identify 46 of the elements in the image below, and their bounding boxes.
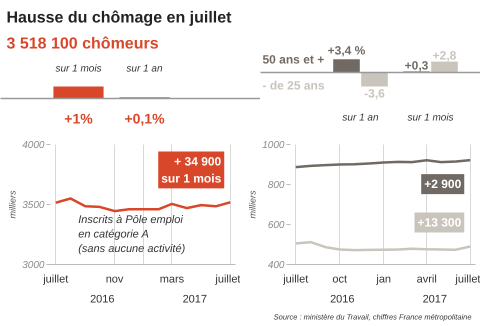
- x-tick-label: sur 1 mois: [407, 112, 454, 124]
- x-tick-label: avril: [416, 274, 437, 286]
- data-label: +0,1%: [124, 110, 166, 126]
- line-series: [294, 240, 472, 252]
- x-tick-label: mars: [160, 274, 185, 286]
- bar: [361, 72, 388, 86]
- x-tick-label: juillet: [214, 274, 241, 286]
- line-series: [294, 158, 472, 168]
- data-label: -3,6: [364, 86, 386, 100]
- text: 2017: [182, 294, 208, 306]
- y-axis-title: milliers: [247, 190, 258, 218]
- y-axis-title: milliers: [7, 190, 18, 218]
- x-tick-label: jan: [375, 274, 392, 286]
- annotation: + 34 900 sur 1 mois: [161, 154, 222, 186]
- annotation: +2 900: [424, 177, 462, 192]
- y-tick-label: 600: [268, 220, 285, 231]
- x-tick-label: nov: [106, 274, 124, 286]
- x-tick-label: oct: [332, 274, 348, 286]
- y-tick-label: 400: [268, 260, 285, 271]
- x-tick-label: sur 1 mois: [55, 64, 102, 74]
- series-label: 50 ans et +: [262, 52, 324, 66]
- annotation: Inscrits à Pôle emploi en catégorie A (sans aucune activité): [78, 214, 186, 255]
- y-tick-label: 3500: [22, 200, 45, 211]
- data-label: +1%: [64, 110, 94, 126]
- x-tick-label: sur 1 an: [342, 112, 380, 124]
- bar: [431, 62, 458, 72]
- x-tick-label: juillet: [454, 274, 480, 286]
- y-tick-label: 800: [268, 180, 285, 191]
- x-tick-label: sur 1 an: [126, 64, 164, 74]
- chart-title: Hausse du chômage en juillet: [6, 10, 232, 26]
- text: 2016: [330, 294, 355, 306]
- text: - de 25 ans: [262, 78, 325, 92]
- annotation: +13 300: [418, 216, 462, 230]
- y-tick-label: 3000: [22, 260, 45, 271]
- text: 2016: [90, 294, 115, 306]
- data-label: +3,4 %: [328, 43, 366, 58]
- x-tick-label: juillet: [42, 274, 68, 286]
- x-tick-label: juillet: [282, 274, 308, 286]
- y-tick-label: 4000: [22, 140, 45, 151]
- data-label: +0,3: [404, 58, 429, 72]
- line-series: [54, 197, 232, 212]
- data-label: +2,8: [432, 48, 457, 63]
- bar: [333, 59, 360, 72]
- chart-subtitle: 3 518 100 chômeurs: [6, 36, 159, 52]
- text: 2017: [422, 294, 448, 306]
- y-tick-label: 1000: [262, 140, 285, 151]
